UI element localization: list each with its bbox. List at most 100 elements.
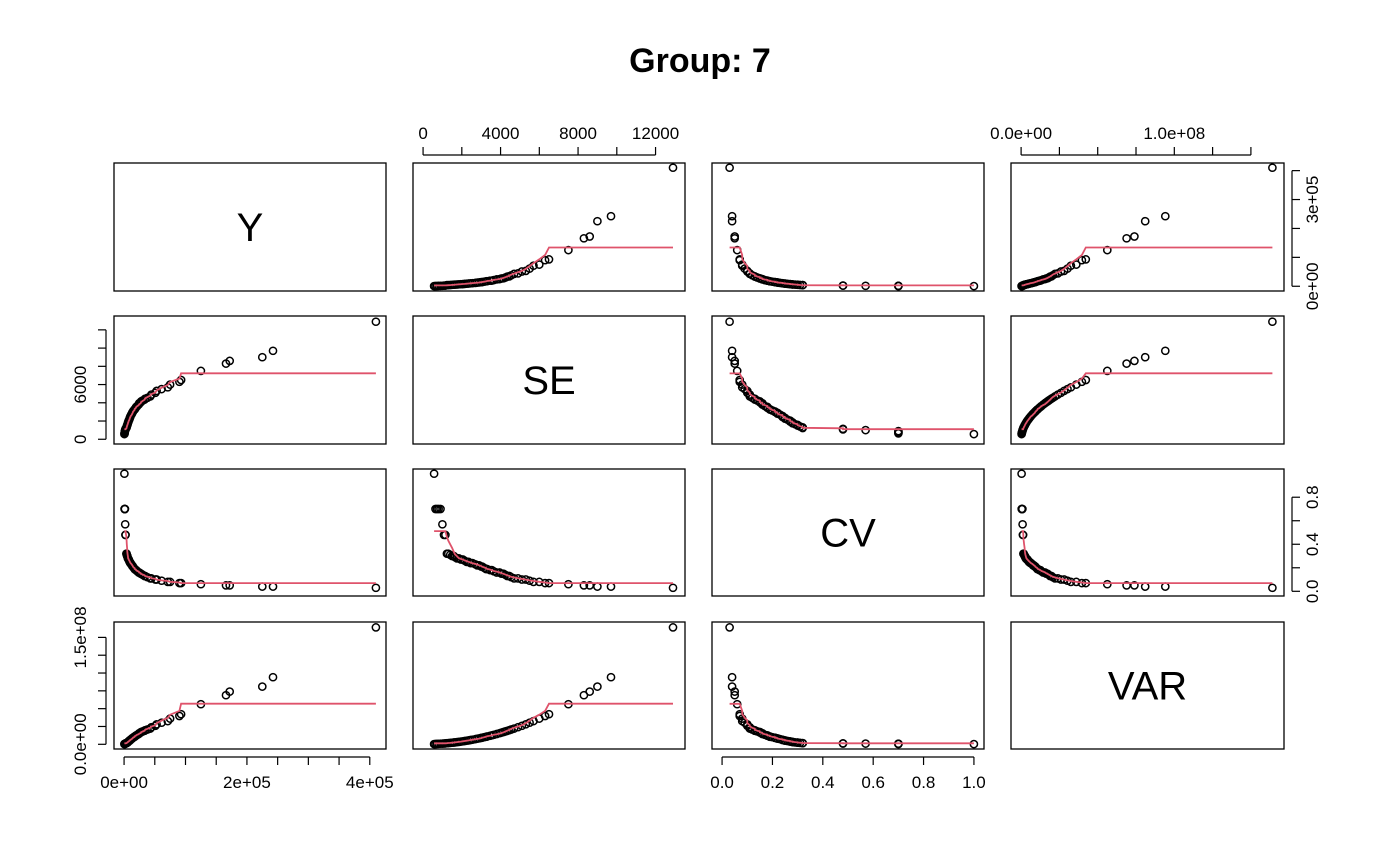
data-point [534,260,544,269]
data-point [436,504,445,514]
smoother-line [434,246,673,287]
panel-CV-vs-VAR [1010,468,1285,597]
data-point [727,216,737,226]
data-point [606,672,616,682]
tick-label: 0e+00 [100,773,148,792]
tick-label: 0.0e+00 [71,713,90,775]
data-point [1160,211,1170,221]
panel-marks [725,317,979,439]
data-point [1018,519,1027,529]
diagonal-label-CV: CV [820,512,876,556]
panel-marks [725,163,979,291]
data-point [1130,356,1139,366]
smoother-line [434,702,673,745]
data-point [564,245,573,255]
data-point [727,211,737,221]
panel-frame [711,315,985,445]
data-point [225,581,235,590]
data-point [1268,163,1277,173]
diagonal-label-SE: SE [522,359,575,403]
bottom-axis-Y: 0e+00 2e+05 4e+05 [100,756,394,792]
data-point [894,426,903,436]
data-point [1102,245,1112,255]
data-point [371,317,381,327]
data-point [727,682,737,691]
data-point [1081,255,1091,264]
data-point [120,519,130,529]
data-point [221,581,231,590]
data-point [176,375,186,385]
data-point [1102,579,1112,589]
data-point [1017,469,1026,479]
data-point [730,690,740,700]
tick-label: 0.4 [1303,532,1322,556]
data-point [730,232,740,241]
panel-frame [113,621,387,750]
top-axis-SE: 0 4000 8000 12000 [418,124,679,156]
panel-SE-vs-Y [113,315,387,445]
panel-frame [711,162,985,292]
data-point [1122,233,1131,243]
data-point [509,269,519,279]
tick-label: 4e+05 [346,773,394,792]
tick-label: 0.8 [912,773,936,792]
tick-label: 1.0e+08 [1143,124,1205,143]
data-point [735,375,745,385]
data-point [1268,583,1277,593]
data-point [175,711,184,721]
tick-label: 0.6 [861,773,885,792]
tick-label: 1.5e+08 [71,606,90,668]
diagonal-label-VAR: VAR [1108,665,1187,709]
data-point [225,356,235,366]
data-point [564,579,573,589]
data-point [668,583,678,593]
left-axis-SE: 0 6000 [71,329,107,444]
tick-label: 12000 [632,124,679,143]
smoother-line [729,702,974,745]
data-point [196,579,206,589]
data-point [1140,582,1150,591]
data-point [969,429,979,439]
bottom-axis-CV: 0.0 0.2 0.4 0.6 0.8 1.0 [710,756,986,792]
panel-SE-vs-SE: SE [412,315,686,445]
data-point [1122,359,1131,368]
panel-frame [412,315,686,445]
panel-marks [1017,317,1277,439]
right-axis-CV: 0.0 0.4 0.8 [1291,485,1322,603]
data-point [540,255,550,265]
data-point [152,719,161,729]
panel-frame [1010,621,1285,750]
data-point [1130,581,1139,590]
data-point [606,211,616,221]
tick-label: 0.0e+00 [990,124,1052,143]
data-point [371,583,381,593]
tick-label: 0.2 [761,773,785,792]
right-axis-Y: 0e+00 3e+05 [1291,170,1322,310]
data-point [257,352,267,362]
data-point [585,687,595,696]
data-point [225,687,235,696]
data-point [1077,255,1087,265]
panel-Y-vs-SE [412,162,686,292]
panel-marks [120,623,381,749]
data-point [257,682,267,691]
panel-VAR-vs-Y [113,621,387,750]
tick-label: 6000 [71,366,90,404]
data-point [593,216,602,226]
data-point [1160,582,1170,591]
panel-marks [1017,469,1277,593]
data-point [730,687,740,696]
panel-frame [412,621,686,750]
panel-frame [1010,162,1285,292]
data-point [727,352,737,362]
data-point [257,582,267,591]
data-point [725,317,734,327]
tick-label: 0.0 [710,773,734,792]
smoother-line [124,372,376,431]
panel-frame [113,162,387,292]
data-point [593,582,602,591]
data-point [1140,216,1150,226]
panel-marks [1017,163,1277,291]
